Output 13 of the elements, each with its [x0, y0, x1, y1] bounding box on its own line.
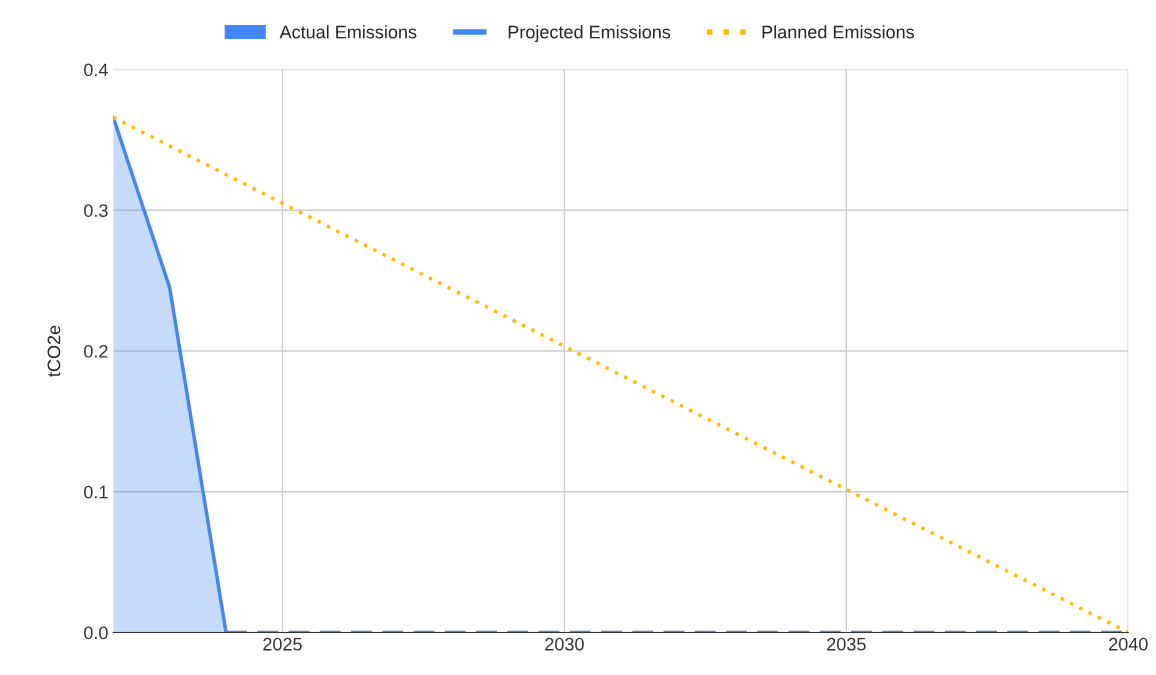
x-tick-label: 2040 [1109, 637, 1148, 651]
y-tick-label: 0.2 [84, 344, 108, 358]
y-tick-label: 0.3 [84, 204, 108, 217]
y-tick-label: 0.0 [84, 626, 108, 640]
y-axis-title: tCO2e [47, 325, 61, 377]
y-tick-label: 0.1 [84, 485, 108, 499]
x-tick-label: 2035 [827, 637, 866, 651]
legend-label: Projected Emissions [508, 25, 671, 43]
legend-label: Planned Emissions [762, 25, 915, 39]
legend-label: Actual Emissions [279, 25, 417, 39]
y-tick-label: 0.4 [84, 63, 108, 77]
x-tick-label: 2025 [263, 637, 302, 651]
x-tick-label: 2030 [545, 637, 584, 651]
